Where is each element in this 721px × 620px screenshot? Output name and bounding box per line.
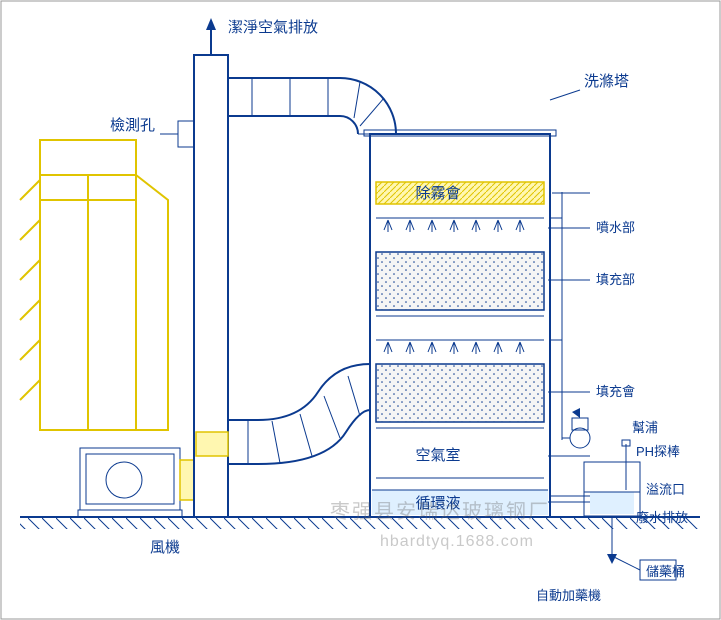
pack2-label: 填充會: [596, 384, 635, 399]
exhaust-label: 潔淨空氣排放: [228, 19, 318, 36]
ph-label: PH探棒: [636, 444, 680, 459]
scrubber-diagram: 潔淨空氣排放 檢測孔 風機 洗滌塔 除霧會 噴水部 填充部 填充會 空氣室 循環…: [0, 0, 721, 620]
watermark-1: 枣强县安瑞达玻璃钢厂: [330, 500, 550, 523]
intake-hood: [20, 140, 194, 517]
top-duct: [228, 78, 396, 134]
inspect-label: 檢測孔: [110, 117, 155, 134]
watermark-2: hbardtyq.1688.com: [380, 533, 534, 550]
spray-label: 噴水部: [596, 220, 635, 235]
tower-label: 洗滌塔: [584, 73, 629, 90]
pack1-label: 填充部: [596, 272, 635, 287]
dosing-label: 自動加藥機: [536, 588, 601, 603]
packing-layer-1: [376, 252, 544, 310]
packing-layer-2: [376, 364, 544, 422]
spray-row-1: [376, 218, 544, 232]
overflow-label: 溢流口: [646, 482, 685, 497]
spray-row-2: [376, 340, 544, 354]
piping-right: [550, 192, 608, 496]
fan-label: 風機: [150, 539, 180, 556]
inspection-port: [178, 121, 194, 147]
demist-label: 除霧會: [415, 185, 460, 202]
tank-label: 儲藥桶: [646, 564, 685, 579]
pump-label: 幫浦: [632, 420, 658, 435]
air-label: 空氣室: [415, 447, 460, 464]
waste-label: 廢水排放: [636, 510, 688, 525]
lower-duct: [196, 334, 370, 464]
